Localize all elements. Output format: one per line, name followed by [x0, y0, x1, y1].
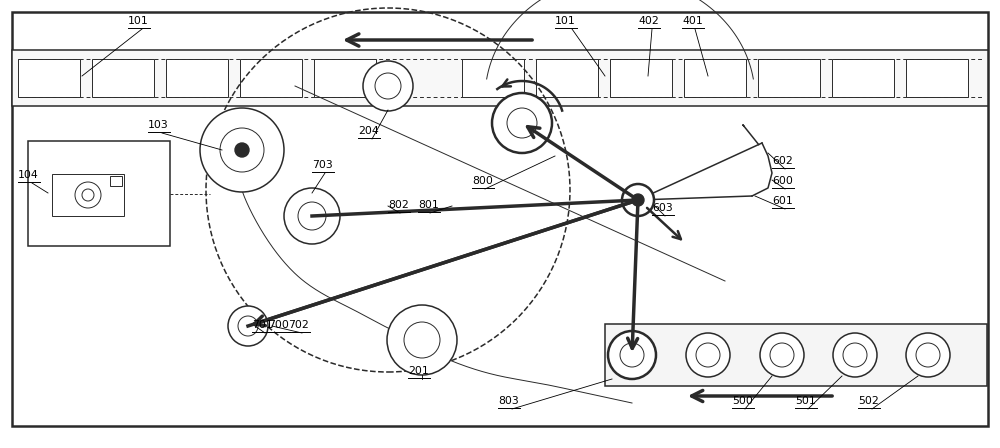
Bar: [314, 59, 376, 97]
Bar: [758, 59, 820, 97]
Circle shape: [492, 93, 552, 153]
Text: 101: 101: [128, 16, 149, 26]
Circle shape: [833, 333, 877, 377]
Text: 501: 501: [795, 396, 816, 406]
Bar: [605, 324, 987, 386]
Circle shape: [760, 333, 804, 377]
Bar: [52, 174, 124, 216]
Text: 701: 701: [252, 320, 273, 330]
Bar: [832, 59, 894, 97]
Circle shape: [82, 189, 94, 201]
Circle shape: [686, 333, 730, 377]
Circle shape: [75, 182, 101, 208]
Text: 101: 101: [555, 16, 576, 26]
Bar: [92, 59, 154, 97]
Text: 602: 602: [772, 156, 793, 166]
Bar: [684, 59, 746, 97]
Circle shape: [770, 343, 794, 367]
Text: 703: 703: [312, 160, 333, 170]
Circle shape: [235, 143, 249, 157]
Bar: [28, 141, 170, 246]
Text: 700: 700: [268, 320, 289, 330]
Text: 603: 603: [652, 203, 673, 213]
Text: 702: 702: [288, 320, 309, 330]
Bar: [462, 59, 524, 97]
Circle shape: [622, 184, 654, 216]
Circle shape: [620, 343, 644, 367]
Bar: [536, 59, 598, 97]
Bar: [18, 59, 80, 97]
Circle shape: [608, 331, 656, 379]
Bar: [906, 59, 968, 97]
Circle shape: [632, 194, 644, 206]
Circle shape: [238, 316, 258, 336]
Bar: [110, 176, 122, 186]
Circle shape: [387, 305, 457, 375]
Text: 104: 104: [18, 170, 39, 180]
Circle shape: [843, 343, 867, 367]
Circle shape: [220, 128, 264, 172]
Text: 401: 401: [682, 16, 703, 26]
Text: 204: 204: [358, 126, 379, 136]
Bar: [610, 59, 672, 97]
Circle shape: [298, 202, 326, 230]
Bar: [166, 59, 228, 97]
Text: 402: 402: [638, 16, 659, 26]
Circle shape: [284, 188, 340, 244]
Text: 802: 802: [388, 200, 409, 210]
Circle shape: [404, 322, 440, 358]
Circle shape: [200, 108, 284, 192]
Bar: [12, 50, 988, 106]
Bar: [240, 59, 302, 97]
Text: 500: 500: [732, 396, 753, 406]
Text: 801: 801: [418, 200, 439, 210]
Text: 103: 103: [148, 120, 169, 130]
Circle shape: [375, 73, 401, 99]
Text: 601: 601: [772, 196, 793, 206]
Circle shape: [620, 343, 644, 367]
Circle shape: [610, 333, 654, 377]
Text: 800: 800: [472, 176, 493, 186]
Circle shape: [507, 108, 537, 138]
Text: 600: 600: [772, 176, 793, 186]
Circle shape: [906, 333, 950, 377]
Circle shape: [696, 343, 720, 367]
Circle shape: [916, 343, 940, 367]
Circle shape: [363, 61, 413, 111]
Text: 201: 201: [408, 366, 429, 376]
Text: 803: 803: [498, 396, 519, 406]
Text: 502: 502: [858, 396, 879, 406]
Circle shape: [228, 306, 268, 346]
